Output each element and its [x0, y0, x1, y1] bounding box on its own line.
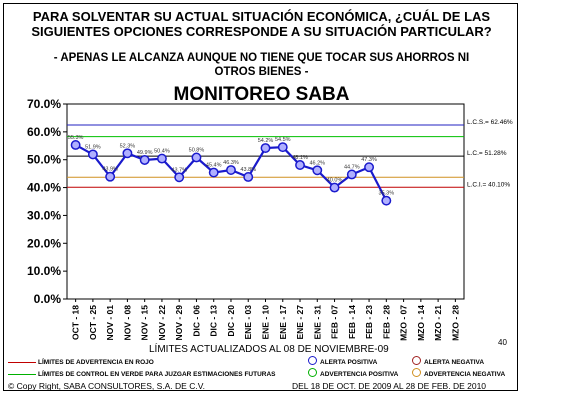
- y-tick-label: 50.0%: [27, 153, 61, 167]
- data-label: 49.9%: [137, 150, 153, 156]
- date-range: DEL 18 DE OCT. DE 2009 AL 28 DE FEB. DE …: [292, 381, 487, 391]
- data-label: 50.4%: [154, 149, 170, 155]
- data-label: 43.8%: [240, 167, 256, 173]
- data-point: [260, 143, 271, 153]
- x-tick-label: DIC - 20: [226, 305, 236, 337]
- data-point: [87, 149, 98, 160]
- alerta-positiva-icon: [308, 356, 317, 365]
- x-tick-label: NOV - 08: [122, 305, 132, 341]
- alerta-negativa-label: ALERTA NEGATIVA: [424, 359, 485, 366]
- data-label: 43.9%: [102, 167, 118, 173]
- data-point: [277, 142, 288, 153]
- y-tick-label: 10.0%: [27, 264, 61, 278]
- data-point: [105, 171, 116, 182]
- data-point: [208, 167, 219, 178]
- data-point: [346, 169, 357, 180]
- data-point: [312, 165, 323, 176]
- question-line-1: PARA SOLVENTAR SU ACTUAL SITUACIÓN ECONÓ…: [32, 9, 491, 24]
- data-label: 52.3%: [120, 143, 136, 149]
- x-tick-label: FEB - 28: [381, 305, 391, 339]
- advertencia-positiva-label: ADVERTENCIA POSITIVA: [320, 371, 399, 378]
- reference-line-label-2: L.C.= 51.28%: [467, 150, 507, 157]
- data-point: [226, 165, 236, 175]
- data-point: [156, 153, 167, 164]
- advertencia-positiva-icon: [308, 368, 317, 377]
- y-tick-label: 0.0%: [34, 292, 62, 306]
- data-label: 51.9%: [85, 144, 101, 150]
- data-label: 40.0%: [327, 178, 343, 184]
- x-tick-label: NOV - 29: [174, 305, 184, 341]
- alerta-positiva-label: ALERTA POSITIVA: [320, 359, 378, 366]
- data-point: [191, 152, 202, 163]
- alerta-negativa-icon: [412, 356, 421, 365]
- x-tick-label: DIC - 06: [191, 305, 201, 337]
- chart-title: MONITOREO SABA: [173, 84, 350, 105]
- data-point: [329, 182, 340, 193]
- data-point: [381, 195, 392, 206]
- note-40: 40: [498, 338, 507, 347]
- legend-red-text: LÍMITES DE ADVERTENCIA EN ROJO: [38, 359, 154, 366]
- data-label: 44.7%: [344, 164, 360, 170]
- y-tick-label: 70.0%: [27, 97, 61, 111]
- chart-plot: 0.0% 10.0% 20.0% 30.0% 40.0% 50.0% 60.0% 70.0% L…: [27, 97, 513, 341]
- y-tick-label: 30.0%: [27, 208, 61, 222]
- legend-green-line: [8, 374, 36, 375]
- x-tick-label: MZO - 14: [416, 305, 426, 341]
- data-label: 43.7%: [171, 167, 187, 173]
- data-point: [243, 172, 254, 182]
- data-label: 55.3%: [68, 135, 84, 141]
- data-point: [364, 162, 375, 173]
- data-label: 47.3%: [361, 157, 377, 163]
- x-tick-label: NOV - 15: [140, 305, 150, 341]
- chart-frame: PARA SOLVENTAR SU ACTUAL SITUACIÓN ECONÓ…: [3, 3, 518, 391]
- x-tick-label: FEB - 07: [330, 305, 340, 339]
- question-line-2: SIGUIENTES OPCIONES CORRESPONDE A SU SIT…: [31, 24, 492, 39]
- data-label: 54.5%: [275, 137, 291, 143]
- y-tick-label: 60.0%: [27, 125, 61, 139]
- reference-line-label-0: L.C.S.= 62.46%: [467, 119, 513, 126]
- reference-line-label-4: L.C.I.= 40.10%: [467, 181, 510, 188]
- data-point: [122, 148, 133, 159]
- x-tick-label: NOV - 22: [157, 305, 167, 341]
- y-tick-label: 20.0%: [27, 236, 61, 250]
- limits-caption: LÍMITES ACTUALIZADOS AL 08 DE NOVIEMBRE-…: [149, 344, 389, 355]
- x-tick-label: FEB - 23: [364, 305, 374, 339]
- data-label: 46.3%: [223, 160, 239, 166]
- x-tick-label: MZO - 28: [450, 305, 460, 341]
- data-point: [139, 155, 150, 165]
- option-line-2: OTROS BIENES -: [214, 66, 309, 78]
- data-point: [295, 160, 305, 170]
- legend-red-line: [8, 362, 36, 363]
- advertencia-negativa-label: ADVERTENCIA NEGATIVA: [424, 371, 506, 378]
- x-tick-label: MZO - 21: [433, 305, 443, 341]
- x-tick-label: FEB - 14: [347, 305, 357, 339]
- data-point: [174, 172, 185, 183]
- x-tick-label: OCT - 25: [88, 305, 98, 340]
- x-tick-label: OCT - 18: [71, 305, 81, 340]
- data-label: 48.1%: [292, 155, 308, 161]
- data-label: 35.3%: [379, 191, 395, 197]
- data-label: 54.2%: [258, 138, 274, 144]
- legend-green-text: LÍMITES DE CONTROL EN VERDE PARA JUZGAR …: [38, 371, 276, 378]
- data-label: 45.4%: [206, 163, 222, 169]
- plot-area: [66, 103, 465, 300]
- x-tick-label: ENE - 31: [312, 305, 322, 340]
- y-tick-label: 40.0%: [27, 181, 61, 195]
- copyright: © Copy Right, SABA CONSULTORES, S.A. DE …: [8, 381, 205, 391]
- data-label: 50.8%: [189, 147, 205, 153]
- option-line-1: - APENAS LE ALCANZA AUNQUE NO TIENE QUE …: [53, 52, 470, 64]
- data-label: 46.2%: [309, 160, 325, 166]
- x-tick-label: ENE - 03: [243, 305, 253, 340]
- x-tick-label: ENE - 27: [295, 305, 305, 340]
- advertencia-negativa-icon: [412, 368, 421, 377]
- x-tick-label: MZO - 07: [399, 305, 409, 341]
- x-tick-label: ENE - 10: [261, 305, 271, 340]
- x-tick-label: NOV - 01: [105, 305, 115, 341]
- x-tick-label: ENE - 17: [278, 305, 288, 340]
- data-point: [70, 140, 81, 150]
- x-tick-label: DIC - 13: [209, 305, 219, 337]
